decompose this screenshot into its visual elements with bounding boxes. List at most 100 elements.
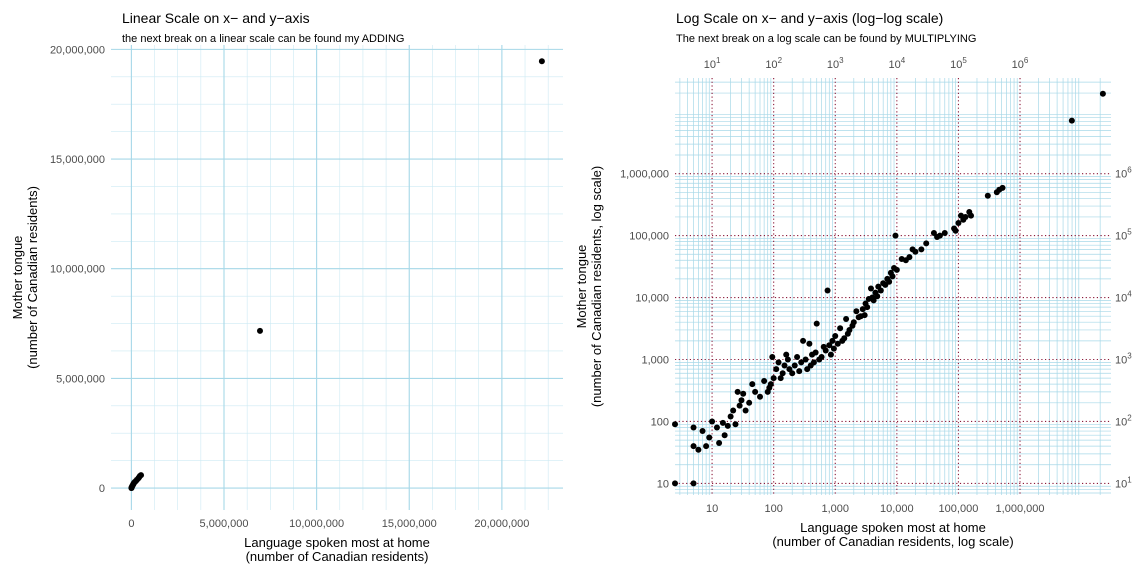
- top-axis-label: 104: [888, 56, 905, 71]
- data-point: [855, 314, 862, 321]
- data-point: [826, 342, 833, 349]
- data-point: [865, 295, 872, 302]
- data-point: [672, 421, 678, 428]
- data-point: [898, 255, 905, 262]
- data-point: [703, 443, 710, 450]
- data-point: [806, 340, 813, 347]
- x-tick-label: 10,000: [880, 503, 914, 515]
- x-tick-label: 100: [764, 503, 782, 515]
- y-axis-title: (number of Canadian residents, log scale…: [589, 166, 604, 407]
- y-tick-label: 0: [99, 483, 105, 495]
- y-tick-label: 5,000,000: [56, 373, 105, 385]
- x-tick-label: 1,000,000: [996, 503, 1045, 515]
- log-chart-title: Log Scale on x− and y−axis (log−log scal…: [676, 10, 944, 26]
- data-point: [709, 418, 716, 425]
- data-point: [957, 212, 964, 219]
- data-point: [984, 192, 991, 199]
- linear-chart-subtitle: the next break on a linear scale can be …: [122, 33, 405, 45]
- y-tick-label: 20,000,000: [50, 44, 105, 56]
- data-point: [820, 343, 827, 350]
- data-point: [930, 230, 937, 237]
- data-point: [764, 388, 771, 395]
- right-axis-label: 106: [1115, 166, 1132, 181]
- data-point: [732, 421, 739, 428]
- data-point: [968, 212, 975, 219]
- x-axis-title: (number of Canadian residents): [246, 549, 429, 564]
- x-tick-label: 0: [128, 518, 134, 530]
- data-point: [880, 280, 887, 287]
- data-point: [784, 356, 791, 363]
- data-point: [887, 269, 894, 276]
- top-axis-label: 105: [950, 56, 967, 71]
- right-axis-label: 102: [1115, 413, 1132, 428]
- data-point: [695, 446, 702, 453]
- y-tick-label: 15,000,000: [50, 154, 105, 166]
- data-point: [832, 332, 839, 339]
- x-axis-title: Language spoken most at home: [244, 535, 430, 550]
- data-point: [783, 351, 790, 358]
- data-point: [690, 443, 697, 450]
- data-point: [770, 375, 777, 382]
- top-axis-label: 103: [827, 56, 844, 71]
- data-point: [875, 283, 882, 290]
- linear-chart-panel: Linear Scale on x− and y−axis the next b…: [0, 0, 566, 564]
- data-point: [719, 419, 726, 426]
- y-tick-label: 10: [657, 478, 669, 490]
- y-tick-label: 10,000,000: [50, 264, 105, 276]
- data-point: [829, 337, 836, 344]
- data-point: [849, 322, 856, 329]
- log-chart-svg: 10 100 1,000 10,000 100,000 1,000,000 10 100 1,0…: [574, 56, 1132, 549]
- y-tick-label: 100,000: [629, 231, 669, 243]
- data-point: [734, 388, 741, 395]
- data-point: [862, 300, 869, 307]
- linear-chart-title: Linear Scale on x− and y−axis: [122, 10, 310, 26]
- data-point: [830, 345, 837, 352]
- data-point: [706, 434, 713, 441]
- data-point: [746, 399, 753, 406]
- data-point: [775, 359, 782, 366]
- data-point: [798, 359, 805, 366]
- data-point: [843, 316, 850, 323]
- y-axis-title: Mother tongue: [574, 245, 589, 329]
- right-axis-label: 101: [1115, 475, 1132, 490]
- data-point: [993, 189, 1000, 196]
- x-tick-label: 15,000,000: [382, 518, 437, 530]
- data-point: [802, 356, 809, 363]
- top-axis-label: 101: [704, 56, 721, 71]
- data-point: [1099, 90, 1106, 97]
- data-point: [752, 388, 759, 395]
- data-point: [794, 353, 801, 360]
- y-tick-label: 10,000: [635, 293, 669, 305]
- data-point: [834, 340, 841, 347]
- data-point: [839, 337, 846, 344]
- data-point: [891, 264, 898, 271]
- data-point: [724, 422, 731, 429]
- data-point: [690, 480, 697, 487]
- data-point: [777, 375, 784, 382]
- data-point: [761, 377, 768, 384]
- data-point: [740, 390, 747, 397]
- data-point: [872, 289, 879, 296]
- data-point: [867, 285, 874, 292]
- y-axis-title: Mother tongue: [10, 236, 25, 320]
- right-axis-label: 104: [1115, 290, 1132, 305]
- data-point: [809, 351, 816, 358]
- data-point: [796, 368, 803, 375]
- data-point: [742, 407, 749, 414]
- right-axis-label: 103: [1115, 352, 1132, 367]
- data-point: [769, 353, 776, 360]
- data-point: [699, 428, 706, 435]
- data-point: [827, 351, 834, 358]
- data-point: [1068, 117, 1075, 124]
- data-point: [690, 424, 697, 431]
- data-point: [672, 480, 678, 487]
- data-point: [749, 381, 756, 388]
- data-point: [813, 320, 820, 327]
- data-point: [804, 366, 811, 373]
- x-tick-label: 1,000: [821, 503, 849, 515]
- linear-chart-svg: 0 5,000,000 10,000,000 15,000,000 20,000,000…: [10, 44, 563, 564]
- data-point: [727, 413, 734, 420]
- right-axis-label: 105: [1115, 228, 1132, 243]
- data-point: [738, 397, 745, 404]
- log-chart-subtitle: The next break on a log scale can be fou…: [676, 33, 977, 45]
